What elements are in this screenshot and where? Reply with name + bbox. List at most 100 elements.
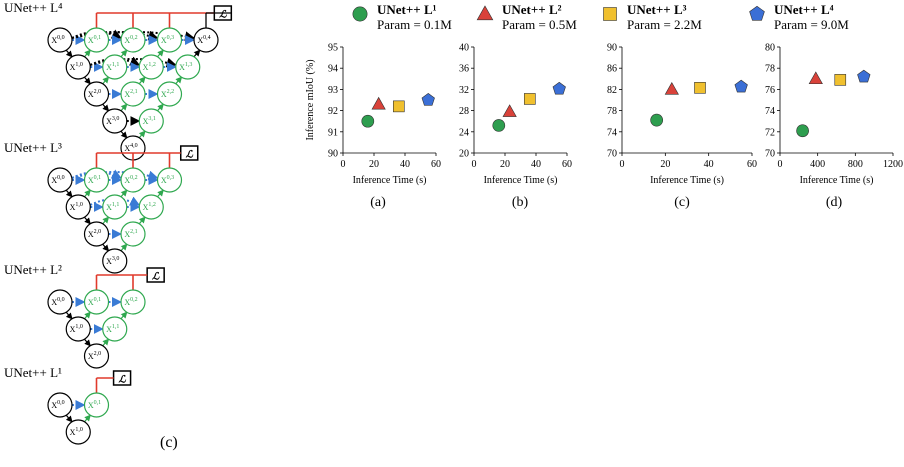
node-label: X0,2: [124, 175, 137, 185]
data-point-triangle: [371, 96, 386, 110]
node-x-1-0: [65, 194, 91, 220]
y-tick-label: 78: [607, 106, 617, 117]
x-tick-label: 40: [400, 159, 410, 170]
down-arrow: [102, 103, 110, 112]
node-label: X0,1: [88, 400, 101, 410]
data-point-pentagon: [421, 93, 435, 106]
x-axis-label: Inference Time (s): [484, 175, 558, 186]
up-arrow: [120, 103, 128, 112]
y-tick-label: 70: [607, 149, 617, 160]
data-point-square: [523, 93, 536, 105]
node-label: X1,0: [70, 324, 83, 334]
node-x-0-0: [47, 392, 73, 418]
down-arrow: [83, 338, 91, 347]
node-label: X0,4: [197, 35, 210, 45]
data-point-pentagon: [734, 79, 748, 93]
panel-label: (c): [674, 195, 690, 210]
loss-symbol: ℒ: [186, 150, 194, 161]
x-axis-label: Inference Time (s): [800, 175, 874, 186]
node-label: X4,0: [124, 143, 137, 153]
data-point-square: [392, 100, 405, 113]
data-point-circle: [796, 124, 809, 138]
y-tick-label: 24: [459, 127, 469, 138]
up-arrow: [102, 76, 110, 85]
node-label: X1,0: [70, 202, 83, 212]
y-tick-label: 80: [765, 43, 775, 54]
x-axis-label: Inference Time (s): [353, 175, 427, 186]
up-arrow: [193, 49, 201, 58]
y-tick-label: 92: [328, 106, 338, 117]
x-tick-label: 40: [531, 159, 541, 170]
node-x-0-0: [47, 167, 73, 193]
down-arrow: [65, 49, 73, 58]
y-tick-label: 93: [328, 85, 338, 96]
node-x-1-1: [102, 194, 128, 220]
data-point-triangle: [664, 81, 679, 95]
x-tick-label: 20: [500, 159, 510, 170]
y-tick-label: 90: [607, 43, 617, 54]
node-label: X3,1: [143, 116, 156, 126]
y-tick-label: 70: [765, 149, 775, 160]
legend-marker-triangle: [476, 5, 494, 21]
node-x-2-2: [156, 81, 183, 107]
up-arrow: [120, 189, 128, 198]
node-x-1-1: [102, 54, 128, 80]
node-x-0-1: [83, 392, 110, 418]
y-tick-label: 91: [328, 127, 338, 138]
up-arrow: [83, 414, 91, 423]
panel-label: (a): [370, 195, 386, 210]
chart-panel: 90 91 92 93 94 95 0 20 40 60 Inference Time (s) Inf…: [305, 43, 441, 211]
node-x-3-1: [138, 108, 164, 134]
legend-title: UNet++ L⁴: [774, 2, 834, 17]
y-tick-label: 20: [459, 149, 469, 160]
legend-subtitle: Param = 0.5M: [502, 17, 577, 32]
legend-marker-pentagon: [749, 5, 765, 21]
node-label: X0,0: [51, 400, 64, 410]
node-x-3-0: [102, 108, 128, 134]
data-point-square: [834, 74, 847, 86]
up-arrow: [156, 103, 164, 112]
legend-title: UNet++ L³: [627, 2, 687, 17]
down-arrow: [102, 243, 110, 252]
y-tick-label: 36: [459, 64, 469, 75]
up-arrow: [102, 216, 110, 225]
network-title: UNet++ L²: [4, 262, 62, 277]
node-x-0-4: [193, 27, 219, 53]
node-x-2-0: [83, 81, 110, 107]
node-label: X0,3: [161, 175, 174, 185]
node-x-0-1: [83, 27, 110, 53]
down-arrow: [65, 414, 73, 423]
x-tick-label: 0: [778, 159, 783, 170]
legend-marker-square: [603, 7, 617, 21]
x-tick-label: 60: [562, 159, 572, 170]
node-x-0-2: [120, 289, 146, 315]
x-tick-label: 0: [472, 159, 477, 170]
panel-label: (b): [512, 195, 529, 210]
down-arrow: [65, 311, 73, 320]
y-tick-label: 74: [765, 106, 775, 117]
data-point-circle: [361, 114, 375, 128]
node-label: X2,0: [88, 89, 101, 99]
node-label: X2,1: [124, 229, 137, 239]
node-label: X2,0: [88, 229, 101, 239]
y-tick-label: 76: [765, 85, 775, 96]
node-label: X0,0: [51, 297, 64, 307]
node-label: X2,0: [88, 351, 101, 361]
diagram-panel-label: (c): [160, 434, 178, 451]
y-tick-label: 86: [607, 64, 617, 75]
network-title: UNet++ L³: [4, 140, 62, 155]
loss-symbol: ℒ: [219, 10, 227, 21]
node-label: X0,1: [88, 175, 101, 185]
network-title: UNet++ L⁴: [4, 0, 63, 15]
data-point-triangle: [502, 104, 517, 117]
node-label: X0,1: [88, 35, 101, 45]
up-arrow: [102, 338, 110, 347]
dense-skip-connection: [71, 170, 159, 181]
node-label: X0,2: [124, 35, 137, 45]
up-arrow: [120, 311, 128, 320]
up-arrow: [156, 49, 164, 58]
panel-label: (d): [826, 195, 843, 210]
y-tick-label: 72: [765, 127, 775, 138]
y-axis-label: Inference mIoU (%): [305, 59, 316, 140]
